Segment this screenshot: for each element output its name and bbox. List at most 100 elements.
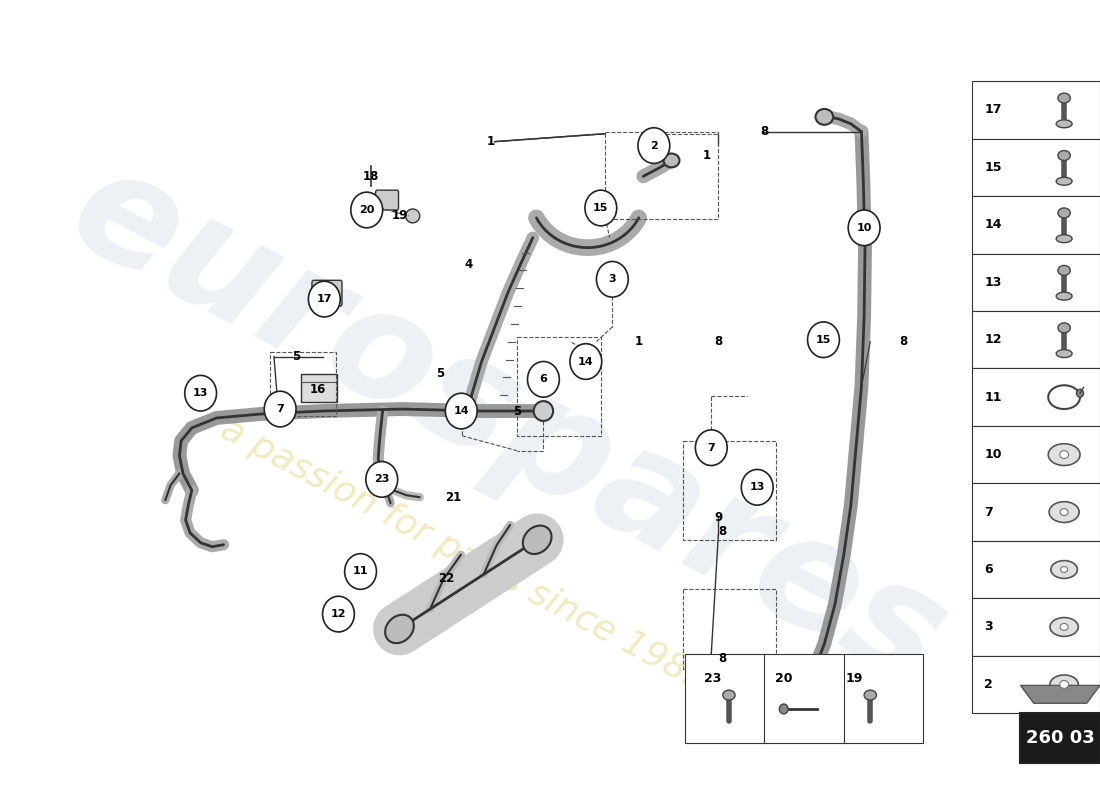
Text: 20: 20 [774,671,792,685]
Ellipse shape [1049,502,1079,522]
Circle shape [596,262,628,297]
Bar [972,254,1100,311]
Text: 8: 8 [718,526,727,538]
Text: a passion for parts since 1985: a passion for parts since 1985 [214,411,713,698]
Text: 17: 17 [317,294,332,304]
Circle shape [322,596,354,632]
Bar [972,483,1100,541]
Text: 11: 11 [984,390,1002,404]
Ellipse shape [1058,208,1070,218]
Text: 19: 19 [392,210,408,222]
Ellipse shape [580,357,595,373]
Ellipse shape [522,526,551,554]
Text: 3: 3 [608,274,616,284]
Text: 21: 21 [446,490,461,504]
Bar [685,654,923,743]
Text: 1: 1 [635,335,642,348]
Ellipse shape [1048,444,1080,466]
Bar [301,374,337,402]
Ellipse shape [1050,675,1078,694]
Ellipse shape [1059,450,1068,458]
Bar [972,598,1100,656]
Text: 17: 17 [984,103,1002,117]
Text: 7: 7 [276,404,284,414]
Circle shape [1077,390,1084,397]
Bar [972,82,1100,138]
Circle shape [351,192,383,228]
Text: 5: 5 [436,367,444,380]
Bar [517,337,601,436]
Ellipse shape [1060,566,1068,573]
Ellipse shape [1056,178,1072,186]
Ellipse shape [1056,292,1072,300]
Circle shape [570,344,602,379]
Text: 16: 16 [310,382,327,396]
Ellipse shape [1060,623,1068,630]
Bar [972,541,1100,598]
Circle shape [585,190,617,226]
Text: 22: 22 [438,572,454,585]
Ellipse shape [1058,93,1070,103]
Text: 2: 2 [650,141,658,150]
Ellipse shape [1059,681,1068,688]
Ellipse shape [406,209,420,223]
Circle shape [264,391,296,427]
Text: 18: 18 [363,170,379,183]
Text: 20: 20 [359,205,374,215]
Text: 10: 10 [857,223,872,233]
Ellipse shape [534,401,553,421]
Circle shape [779,704,788,714]
Text: 8: 8 [718,652,727,665]
Text: 23: 23 [374,474,389,484]
FancyBboxPatch shape [312,280,342,306]
Text: eurospares: eurospares [46,134,969,718]
Text: 6: 6 [539,374,548,384]
Text: 260 03: 260 03 [1026,729,1094,747]
Text: 7: 7 [707,442,715,453]
Ellipse shape [1058,150,1070,161]
Ellipse shape [1060,509,1068,515]
Text: 15: 15 [984,161,1002,174]
Ellipse shape [820,334,833,346]
Text: 8: 8 [760,126,769,138]
Ellipse shape [601,269,624,290]
Circle shape [528,362,559,397]
Text: 12: 12 [984,334,1002,346]
Circle shape [638,128,670,163]
Text: 9: 9 [714,510,723,523]
Ellipse shape [865,690,877,700]
Text: 23: 23 [704,671,722,685]
Text: 19: 19 [846,671,862,685]
Circle shape [695,430,727,466]
Text: 3: 3 [984,621,993,634]
Text: 8: 8 [714,335,723,348]
Ellipse shape [815,109,833,125]
Circle shape [848,210,880,246]
Text: 8: 8 [900,335,908,348]
Text: 14: 14 [984,218,1002,231]
Circle shape [344,554,376,590]
Text: 1: 1 [703,149,711,162]
Text: 14: 14 [453,406,469,416]
Circle shape [446,394,477,429]
Bar [972,426,1100,483]
Circle shape [185,375,217,411]
Bar [270,352,336,416]
Text: 1: 1 [486,135,495,148]
Bar [683,590,776,669]
Ellipse shape [1050,561,1077,578]
Ellipse shape [723,690,735,700]
Bar [972,369,1100,426]
Text: 12: 12 [331,609,346,619]
FancyBboxPatch shape [375,190,398,210]
Text: 4: 4 [464,258,472,271]
Bar [1021,713,1100,762]
Text: 13: 13 [749,482,764,492]
Ellipse shape [663,154,680,167]
Ellipse shape [593,202,613,220]
Ellipse shape [385,614,414,643]
Circle shape [308,282,340,317]
Circle shape [807,322,839,358]
Ellipse shape [1050,618,1078,636]
Text: 13: 13 [984,276,1002,289]
